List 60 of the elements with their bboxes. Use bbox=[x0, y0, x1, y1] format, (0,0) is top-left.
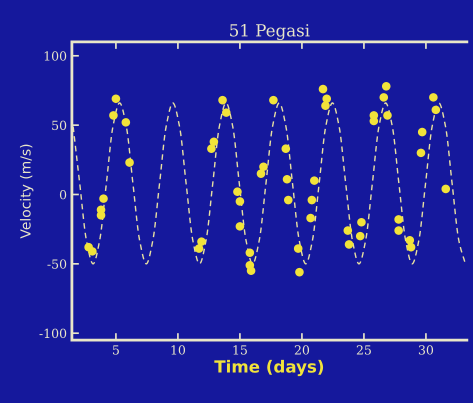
y-tick-label: -100 bbox=[40, 328, 66, 338]
point bbox=[233, 187, 242, 196]
point bbox=[109, 111, 118, 120]
point bbox=[379, 93, 388, 102]
point bbox=[394, 226, 403, 235]
point bbox=[432, 106, 440, 114]
point bbox=[246, 266, 256, 276]
y-tick-label: 50 bbox=[52, 120, 66, 130]
point bbox=[207, 144, 216, 153]
x-tick-label: 15 bbox=[233, 345, 247, 355]
point bbox=[406, 242, 416, 252]
point bbox=[356, 232, 364, 240]
point bbox=[125, 158, 134, 167]
point bbox=[382, 82, 391, 91]
point bbox=[322, 94, 332, 104]
point bbox=[218, 96, 227, 104]
point bbox=[344, 240, 354, 249]
point bbox=[383, 111, 392, 120]
point bbox=[222, 108, 231, 117]
point bbox=[122, 118, 130, 127]
point bbox=[269, 96, 278, 104]
point bbox=[284, 196, 293, 204]
point bbox=[294, 244, 302, 253]
y-tick-label: 100 bbox=[44, 51, 66, 61]
point bbox=[394, 215, 403, 224]
point bbox=[282, 174, 292, 184]
point bbox=[429, 93, 438, 102]
point bbox=[194, 244, 204, 253]
point bbox=[256, 169, 266, 178]
point bbox=[88, 247, 97, 256]
point bbox=[418, 128, 426, 136]
point bbox=[197, 237, 206, 246]
point bbox=[112, 94, 120, 104]
x-tick-label: 20 bbox=[294, 345, 310, 355]
chart-title: 51 Pegasi bbox=[230, 24, 310, 40]
point bbox=[295, 268, 304, 276]
x-tick-label: 30 bbox=[418, 345, 434, 355]
x-axis-title: Time (days) bbox=[214, 360, 324, 376]
x-tick-label: 10 bbox=[171, 345, 186, 355]
point bbox=[259, 162, 268, 172]
x-tick-label: 25 bbox=[356, 345, 371, 355]
point bbox=[357, 218, 366, 227]
point bbox=[310, 176, 319, 185]
point bbox=[282, 144, 290, 153]
point bbox=[344, 226, 352, 235]
point bbox=[416, 148, 426, 158]
y-axis-title: Velocity (m/s) bbox=[20, 144, 34, 239]
point bbox=[236, 197, 244, 206]
x-tick-label: 5 bbox=[113, 345, 119, 355]
point bbox=[306, 214, 315, 222]
y-tick-label: -50 bbox=[47, 259, 66, 269]
y-tick-label: 0 bbox=[60, 190, 66, 200]
point bbox=[246, 248, 254, 258]
point bbox=[318, 84, 328, 94]
point bbox=[406, 236, 414, 245]
point bbox=[99, 194, 108, 203]
point bbox=[441, 184, 450, 194]
point bbox=[210, 138, 218, 146]
point bbox=[236, 222, 244, 231]
point bbox=[308, 196, 316, 204]
